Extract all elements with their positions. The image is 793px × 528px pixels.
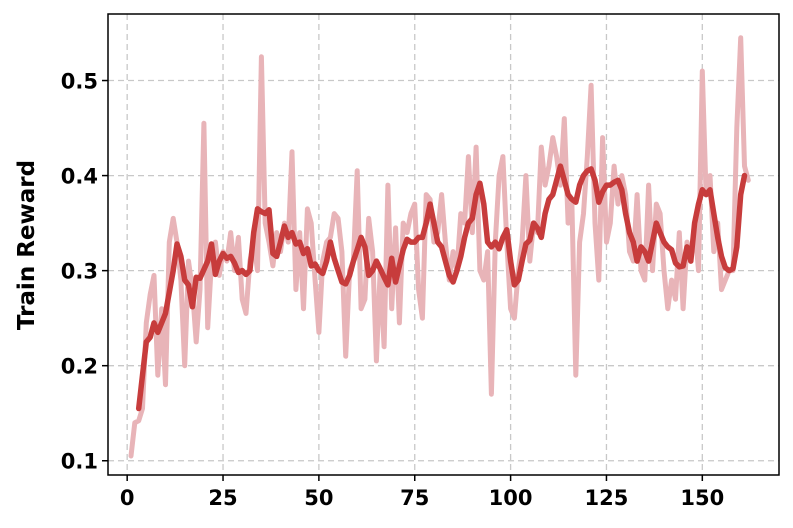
y-tick-label: 0.2 [61, 355, 98, 379]
x-tick-label: 0 [120, 486, 135, 510]
y-tick-label: 0.4 [61, 165, 98, 189]
x-tick-label: 150 [680, 486, 724, 510]
smoothed-reward-line [135, 163, 748, 412]
x-tick-label: 75 [400, 486, 429, 510]
y-tick-label: 0.3 [61, 260, 98, 284]
y-axis-label: Train Reward [14, 160, 40, 330]
y-tick-label: 0.1 [61, 450, 98, 474]
x-tick-label: 125 [585, 486, 629, 510]
x-tick-label: 100 [489, 486, 533, 510]
y-tick-label: 0.5 [61, 70, 98, 94]
ticks: 0 25 50 75 100 125 150 0.1 0.2 0.3 0.4 0.5 [61, 70, 724, 510]
x-tick-label: 50 [304, 486, 333, 510]
x-tick-label: 25 [208, 486, 237, 510]
plot-frame [107, 13, 780, 476]
series-group [128, 35, 751, 459]
